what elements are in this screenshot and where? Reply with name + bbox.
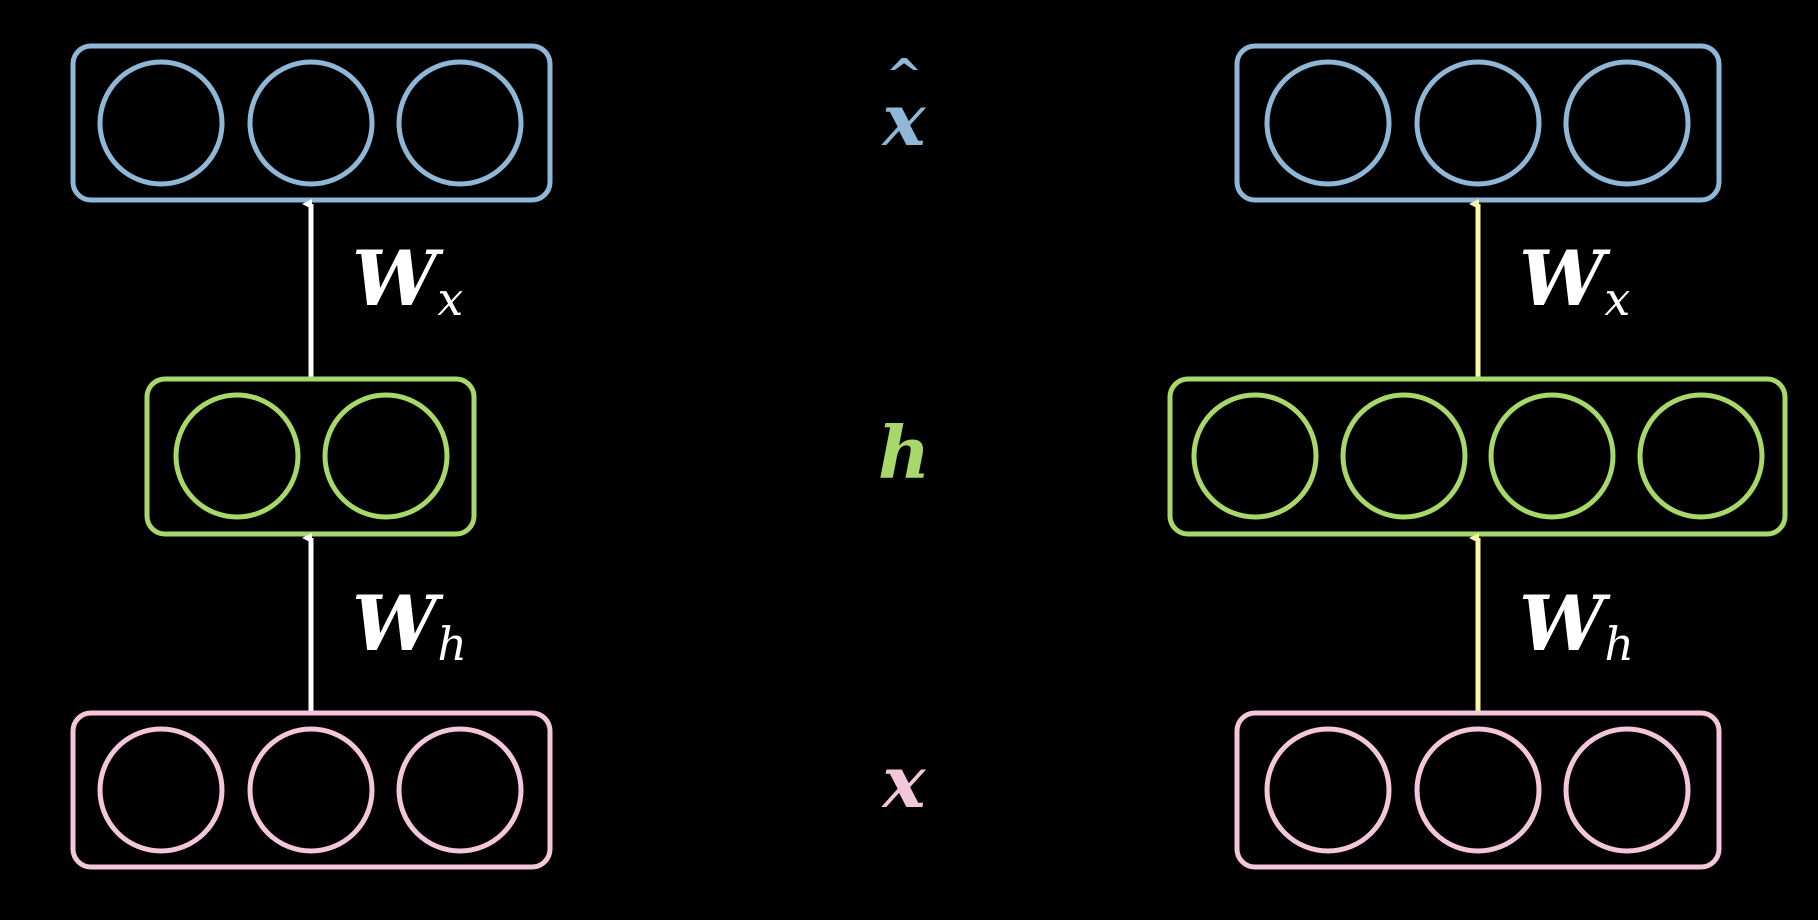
left-weight-bottom-label: Wh xyxy=(352,579,467,671)
right-network: Wx Wh xyxy=(1167,43,1788,870)
left-hidden-layer-box xyxy=(144,376,477,537)
right-hidden-layer xyxy=(1167,376,1788,537)
left-output-layer xyxy=(70,43,553,203)
left-hidden-unit xyxy=(173,392,301,520)
right-weight-top-label: Wx xyxy=(1519,234,1630,326)
left-hidden-layer xyxy=(144,376,477,537)
h-label: h xyxy=(878,410,930,495)
right-output-unit xyxy=(1414,59,1542,187)
left-weight-top-label: Wx xyxy=(352,234,463,326)
right-hidden-unit xyxy=(1191,392,1319,520)
right-hidden-unit xyxy=(1340,392,1468,520)
x-label: x xyxy=(881,739,927,824)
left-input-layer-box xyxy=(70,710,553,870)
right-output-unit xyxy=(1264,59,1392,187)
left-output-layer-box xyxy=(70,43,553,203)
right-hidden-layer-box xyxy=(1167,376,1788,537)
left-network: Wx Wh xyxy=(70,43,553,870)
left-input-unit xyxy=(396,726,524,854)
left-output-unit xyxy=(396,59,524,187)
right-weight-bottom-label: Wh xyxy=(1519,579,1634,671)
right-input-layer xyxy=(1234,710,1722,870)
right-input-layer-box xyxy=(1234,710,1722,870)
x-hat-label: x xyxy=(881,77,927,162)
right-output-layer-box xyxy=(1234,43,1722,203)
right-input-unit xyxy=(1414,726,1542,854)
right-input-unit xyxy=(1264,726,1392,854)
right-output-unit xyxy=(1563,59,1691,187)
right-hidden-unit xyxy=(1488,392,1616,520)
left-input-unit xyxy=(97,726,225,854)
right-input-unit xyxy=(1563,726,1691,854)
left-input-unit xyxy=(247,726,375,854)
left-input-layer xyxy=(70,710,553,870)
right-output-layer xyxy=(1234,43,1722,203)
left-hidden-unit xyxy=(322,392,450,520)
left-output-unit xyxy=(247,59,375,187)
left-output-unit xyxy=(97,59,225,187)
x-hat-accent: ^ xyxy=(886,50,923,101)
right-hidden-unit xyxy=(1637,392,1765,520)
layer-labels: ^ x h x xyxy=(878,50,930,824)
